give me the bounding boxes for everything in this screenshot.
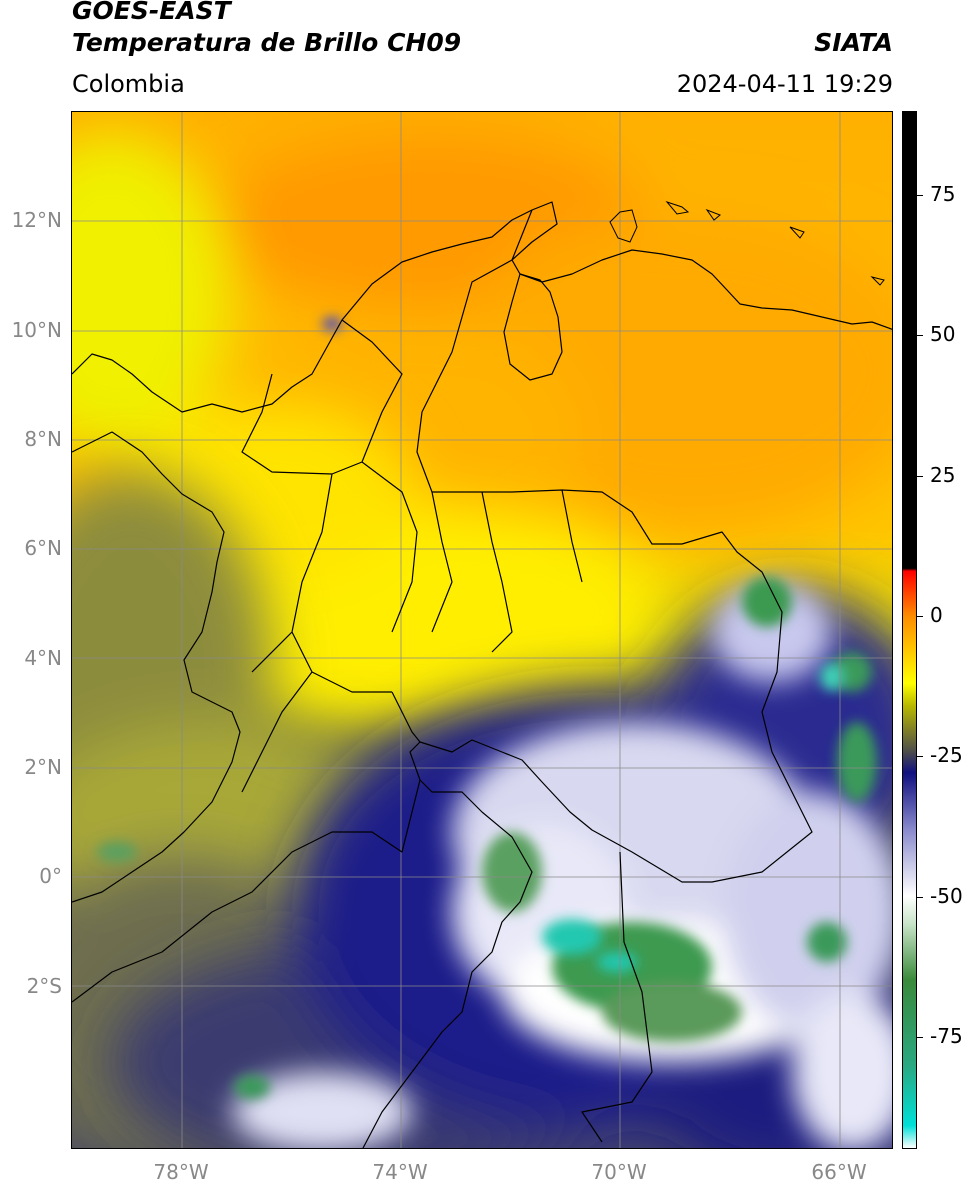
colorbar-tick-label: 50	[930, 322, 956, 347]
colorbar	[902, 111, 917, 1149]
brazil-border	[581, 851, 653, 1143]
colorbar-tick-label: 0	[930, 602, 943, 627]
colorbar-tick	[917, 756, 923, 758]
lon-tick-label: 74°W	[372, 1160, 428, 1184]
colorbar-tick-label: -75	[930, 1023, 963, 1048]
satellite-title: GOES-EAST	[72, 0, 231, 25]
island-outline	[665, 200, 690, 215]
colombia-venezuela-border	[416, 209, 783, 713]
colorbar-tick	[917, 615, 923, 617]
island-outline	[789, 226, 805, 239]
colorbar-tick	[917, 896, 923, 898]
lat-tick-label: 10°N	[11, 318, 62, 342]
lon-tick-label: 78°W	[153, 1160, 209, 1184]
lon-tick-label: 66°W	[811, 1160, 867, 1184]
lon-tick-label: 70°W	[591, 1160, 647, 1184]
lat-tick-label: 12°N	[11, 208, 62, 232]
lat-tick-label: 2°S	[26, 974, 62, 998]
island-outline	[870, 276, 885, 286]
organization-label: SIATA	[814, 28, 893, 57]
lat-tick-label: 2°N	[24, 755, 62, 779]
island-outline	[705, 208, 721, 221]
colorbar-tick	[917, 1036, 923, 1038]
timestamp-label: 2024-04-11 19:29	[676, 70, 893, 98]
region-label: Colombia	[72, 70, 185, 98]
department-borders	[241, 319, 583, 793]
lat-tick-label: 4°N	[24, 646, 62, 670]
islands	[609, 200, 885, 286]
graticule	[72, 112, 892, 1148]
lat-tick-label: 8°N	[24, 427, 62, 451]
lat-tick-label: 0°	[39, 864, 62, 888]
product-title: Temperatura de Brillo CH09	[72, 28, 462, 57]
colorbar-tick	[917, 195, 923, 197]
coldest-cores	[322, 317, 844, 972]
peru-border	[72, 779, 421, 1003]
map-canvas	[72, 112, 892, 1148]
colorbar-tick-label: 25	[930, 462, 956, 487]
boundaries	[72, 201, 892, 1148]
lat-tick-label: 6°N	[24, 536, 62, 560]
colorbar-tick	[917, 475, 923, 477]
caribbean-coastline	[72, 201, 892, 413]
colorbar-tick-label: 75	[930, 182, 956, 207]
colorbar-tick-label: -25	[930, 743, 963, 768]
island-outline	[609, 209, 638, 243]
maracaibo-lake	[503, 273, 563, 381]
warm-region	[212, 132, 892, 572]
colorbar-tick-label: -50	[930, 883, 963, 908]
pacific-coastline	[72, 431, 241, 903]
colorbar-tick	[917, 335, 923, 337]
satellite-map[interactable]	[71, 111, 893, 1149]
